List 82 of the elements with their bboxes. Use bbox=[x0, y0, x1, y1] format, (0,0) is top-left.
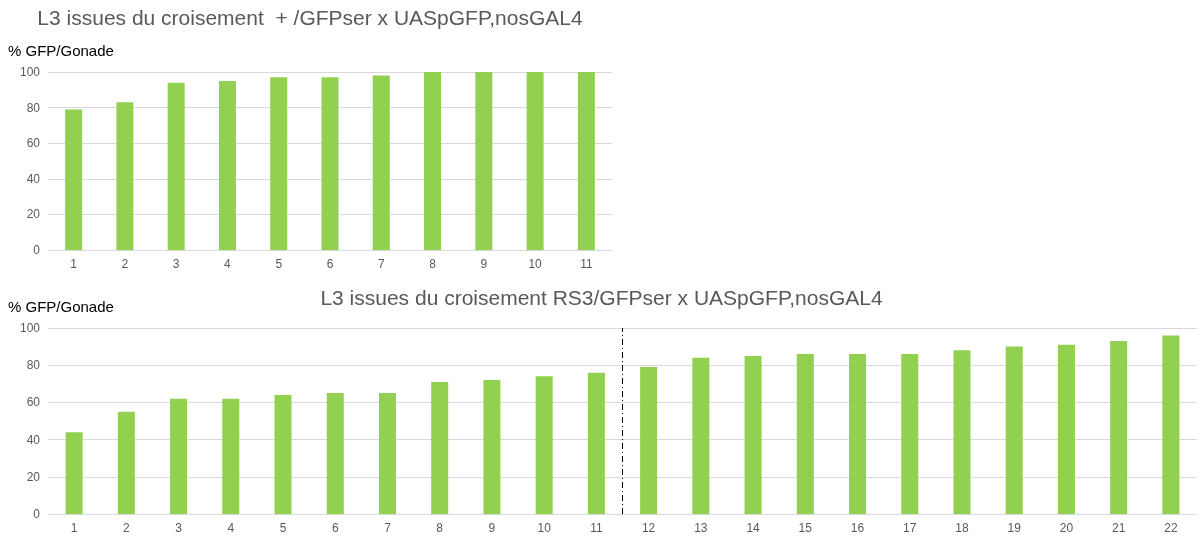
bar bbox=[1005, 346, 1023, 514]
x-tick-label: 19 bbox=[1007, 521, 1022, 535]
bar bbox=[424, 72, 442, 250]
bar bbox=[65, 432, 83, 514]
x-tick-label: 14 bbox=[746, 521, 761, 535]
bar bbox=[65, 109, 83, 250]
bar bbox=[640, 367, 658, 514]
x-tick-label: 4 bbox=[227, 521, 235, 535]
x-tick-label: 17 bbox=[903, 521, 917, 535]
x-tick-label: 10 bbox=[537, 521, 552, 535]
x-tick-label: 1 bbox=[70, 521, 78, 535]
y-tick-label: 20 bbox=[26, 207, 41, 222]
bar bbox=[849, 354, 867, 514]
x-tick-label: 7 bbox=[377, 257, 385, 271]
x-tick-label: 4 bbox=[224, 257, 232, 271]
x-tick-label: 8 bbox=[436, 521, 444, 535]
y-tick-label: 20 bbox=[26, 469, 41, 484]
x-tick-label: 6 bbox=[331, 521, 339, 535]
bar bbox=[1110, 341, 1128, 514]
bar bbox=[321, 77, 339, 250]
y-tick-label: 80 bbox=[26, 358, 41, 373]
bar bbox=[116, 102, 134, 250]
y-tick-label: 80 bbox=[26, 100, 41, 115]
y-tick-label: 60 bbox=[26, 136, 41, 151]
bar bbox=[1057, 344, 1075, 514]
y-tick-label: 100 bbox=[19, 65, 41, 79]
x-tick-label: 9 bbox=[480, 257, 488, 271]
x-tick-label: 7 bbox=[384, 521, 392, 535]
x-tick-label: 9 bbox=[488, 521, 496, 535]
bar bbox=[587, 372, 605, 514]
x-tick-label: 22 bbox=[1164, 521, 1178, 535]
bar bbox=[692, 357, 710, 514]
x-tick-label: 13 bbox=[694, 521, 708, 535]
bar bbox=[372, 75, 390, 250]
x-tick-label: 5 bbox=[279, 521, 287, 535]
y-axis-title: % GFP/Gonade bbox=[8, 298, 114, 315]
bar bbox=[901, 354, 919, 514]
bar bbox=[431, 381, 449, 514]
x-tick-label: 8 bbox=[429, 257, 437, 271]
bar bbox=[577, 72, 595, 250]
y-tick-label: 40 bbox=[26, 171, 41, 186]
bar bbox=[326, 393, 344, 514]
bar bbox=[526, 72, 544, 250]
y-tick-label: 60 bbox=[26, 395, 41, 410]
bar bbox=[274, 394, 292, 514]
x-tick-label: 3 bbox=[172, 257, 180, 271]
bar bbox=[483, 380, 501, 514]
x-tick-label: 11 bbox=[580, 257, 593, 271]
bar bbox=[270, 77, 288, 250]
x-tick-label: 2 bbox=[123, 521, 130, 535]
bar bbox=[378, 393, 396, 514]
x-tick-label: 6 bbox=[326, 257, 334, 271]
x-tick-label: 11 bbox=[590, 521, 603, 535]
bar bbox=[117, 411, 135, 514]
x-tick-label: 12 bbox=[641, 521, 656, 535]
x-tick-label: 5 bbox=[275, 257, 283, 271]
x-tick-label: 18 bbox=[955, 521, 969, 535]
y-tick-label: 100 bbox=[19, 321, 41, 335]
chart-title: L3 issues du croisement + /GFPser x UASpGFP,nosGAL4 bbox=[37, 6, 583, 29]
y-tick-label: 40 bbox=[26, 432, 41, 447]
x-tick-label: 10 bbox=[528, 257, 543, 271]
x-tick-label: 2 bbox=[121, 257, 129, 271]
x-tick-label: 15 bbox=[798, 521, 813, 535]
bar bbox=[170, 398, 188, 514]
y-tick-label: 0 bbox=[33, 243, 41, 257]
x-tick-label: 1 bbox=[70, 257, 78, 271]
bar bbox=[218, 80, 236, 250]
x-tick-label: 20 bbox=[1059, 521, 1074, 535]
chart-title: L3 issues du croisement RS3/GFPser x UASpGFP,nosGAL4 bbox=[320, 286, 883, 309]
bar bbox=[744, 355, 762, 514]
y-axis-title: % GFP/Gonade bbox=[8, 42, 114, 59]
bar bbox=[1162, 335, 1180, 514]
bar bbox=[796, 354, 814, 514]
x-tick-label: 3 bbox=[175, 521, 183, 535]
y-tick-label: 0 bbox=[33, 507, 41, 521]
bar bbox=[222, 398, 240, 514]
x-tick-label: 21 bbox=[1111, 521, 1126, 535]
bar bbox=[535, 376, 553, 514]
x-tick-label: 16 bbox=[850, 521, 865, 535]
bar bbox=[475, 72, 493, 250]
bar bbox=[167, 82, 185, 250]
bar bbox=[953, 350, 971, 514]
